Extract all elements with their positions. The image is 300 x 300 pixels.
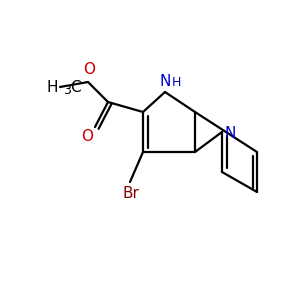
Text: N: N — [159, 74, 171, 89]
Text: O: O — [81, 129, 93, 144]
Text: O: O — [83, 62, 95, 77]
Text: N: N — [224, 125, 236, 140]
Text: C: C — [70, 80, 81, 94]
Text: Br: Br — [123, 186, 140, 201]
Text: H: H — [46, 80, 58, 94]
Text: 3: 3 — [63, 83, 71, 97]
Text: H: H — [172, 76, 182, 89]
